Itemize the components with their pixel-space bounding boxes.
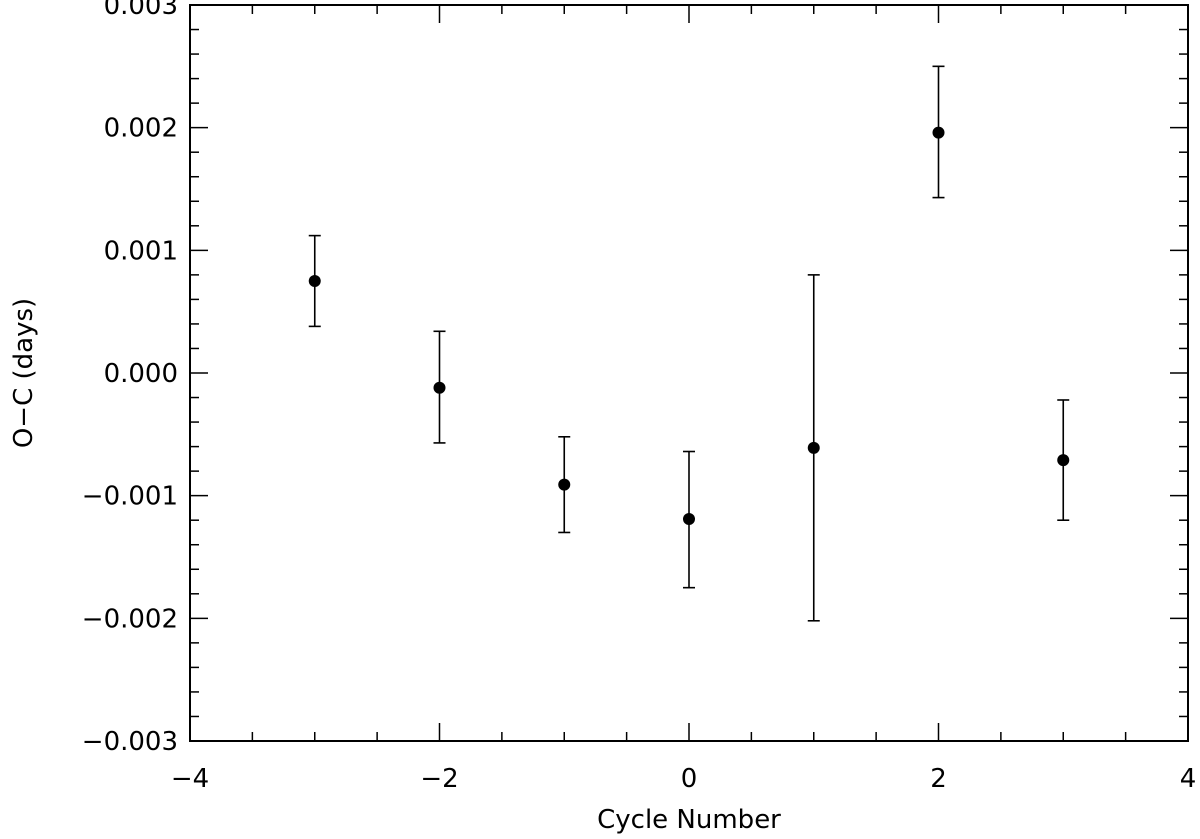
data-marker [683, 512, 695, 525]
x-tick-labels: −4 −2 0 2 4 [171, 764, 1196, 794]
y-tick-label: −0.002 [82, 604, 178, 634]
y-tick-label: 0.003 [104, 0, 178, 21]
data-marker [558, 478, 571, 491]
data-point [558, 435, 571, 534]
data-marker [308, 275, 321, 287]
data-point [1057, 399, 1070, 522]
data-point [683, 450, 695, 589]
x-tick-label: 2 [930, 764, 947, 794]
data-marker [807, 441, 820, 454]
y-tick-label: −0.003 [82, 727, 178, 757]
y-tick-label: 0.001 [104, 236, 178, 266]
y-tick-label: −0.001 [82, 482, 178, 512]
data-points [308, 65, 1070, 622]
data-marker [1057, 454, 1070, 467]
data-point [807, 274, 820, 622]
data-point [308, 234, 321, 328]
y-tick-label: 0.000 [104, 359, 178, 389]
plot-frame [189, 4, 1189, 742]
data-marker [433, 381, 446, 394]
data-point [932, 65, 945, 199]
minor-ticks [190, 5, 1188, 741]
x-tick-label: 0 [681, 764, 698, 794]
y-axis-title: O−C (days) [9, 298, 39, 448]
major-ticks [189, 4, 1189, 742]
x-axis-title: Cycle Number [597, 805, 781, 835]
x-tick-label: 4 [1180, 764, 1197, 794]
y-tick-label: 0.002 [104, 114, 178, 144]
data-marker [932, 126, 945, 139]
x-tick-label: −2 [420, 764, 458, 794]
data-point [433, 330, 446, 444]
y-tick-labels: −0.003 −0.002 −0.001 0.000 0.001 0.002 0.003 [82, 0, 178, 757]
x-tick-label: −4 [171, 764, 209, 794]
